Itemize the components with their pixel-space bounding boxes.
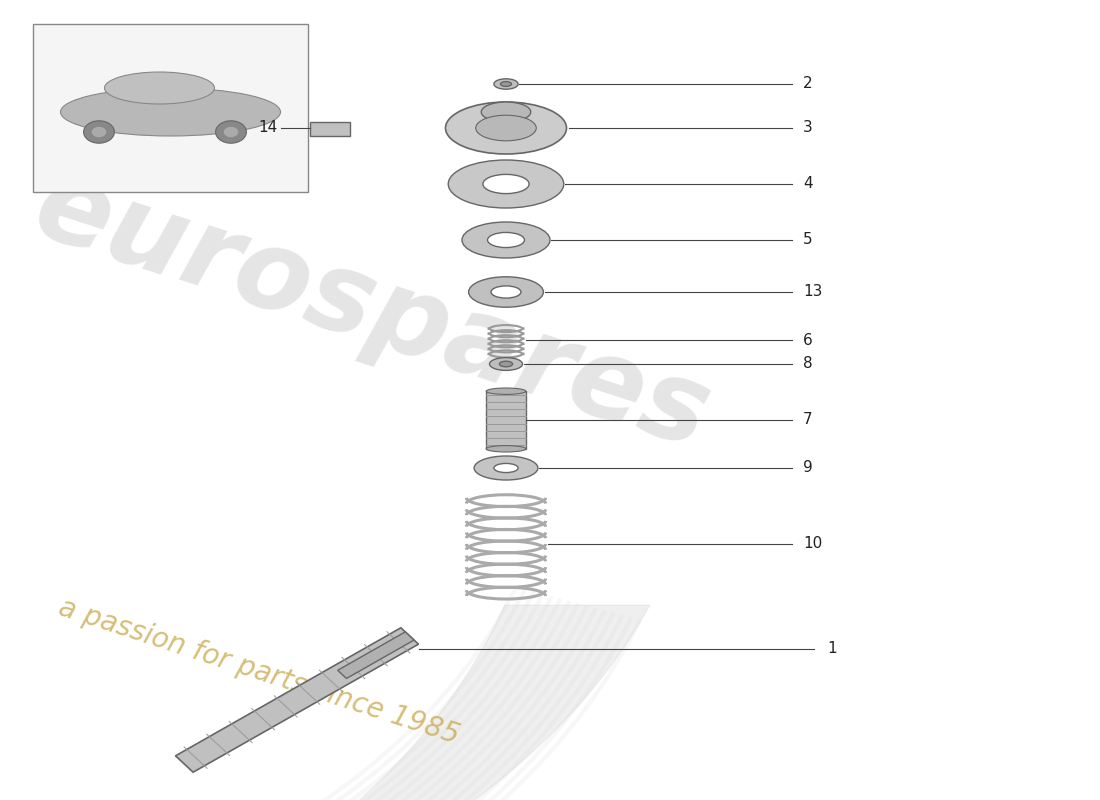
Ellipse shape: [482, 102, 530, 122]
Polygon shape: [176, 628, 418, 772]
Text: 2: 2: [803, 77, 813, 91]
Ellipse shape: [216, 121, 246, 143]
Ellipse shape: [500, 82, 512, 86]
Text: 13: 13: [803, 285, 823, 299]
FancyBboxPatch shape: [33, 24, 308, 192]
Text: 3: 3: [803, 121, 813, 135]
Ellipse shape: [446, 102, 566, 154]
Ellipse shape: [91, 126, 107, 138]
Ellipse shape: [223, 126, 239, 138]
Text: 6: 6: [803, 333, 813, 347]
Ellipse shape: [486, 446, 526, 452]
FancyBboxPatch shape: [310, 122, 350, 136]
Text: 7: 7: [803, 413, 813, 427]
Text: eurospares: eurospares: [22, 152, 723, 471]
Ellipse shape: [474, 456, 538, 480]
Ellipse shape: [486, 388, 526, 394]
FancyBboxPatch shape: [486, 391, 526, 449]
Text: 5: 5: [803, 233, 813, 247]
Ellipse shape: [491, 286, 521, 298]
Ellipse shape: [494, 78, 518, 90]
Ellipse shape: [104, 72, 214, 104]
Ellipse shape: [494, 463, 518, 473]
Ellipse shape: [490, 358, 522, 370]
Ellipse shape: [475, 115, 537, 141]
Text: 8: 8: [803, 357, 813, 371]
Ellipse shape: [60, 88, 280, 136]
Ellipse shape: [469, 277, 543, 307]
Text: 4: 4: [803, 177, 813, 191]
Polygon shape: [338, 632, 414, 678]
Ellipse shape: [487, 233, 525, 247]
Text: a passion for parts since 1985: a passion for parts since 1985: [55, 594, 463, 750]
Text: 1: 1: [827, 642, 837, 656]
Text: 10: 10: [803, 537, 823, 551]
Ellipse shape: [483, 174, 529, 194]
Ellipse shape: [84, 121, 114, 143]
Ellipse shape: [449, 160, 563, 208]
Text: 14: 14: [257, 121, 277, 135]
Ellipse shape: [499, 361, 513, 366]
Text: 9: 9: [803, 461, 813, 475]
Ellipse shape: [462, 222, 550, 258]
